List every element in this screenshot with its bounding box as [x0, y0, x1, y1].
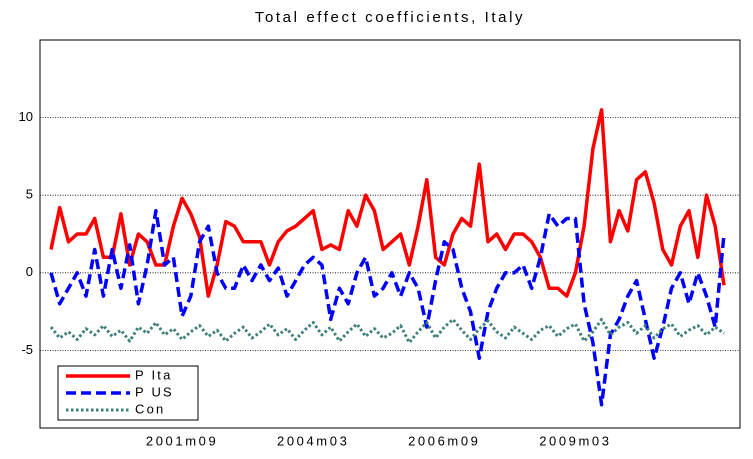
legend-label: Con — [135, 401, 165, 416]
legend-label: P US — [135, 384, 174, 399]
y-tick-label: -5 — [21, 342, 33, 357]
legend: P Ita P US Con — [57, 365, 199, 421]
chart-title: Total effect coefficients, Italy — [255, 9, 525, 26]
series-line — [49, 317, 725, 345]
x-tick-label: 2001m09 — [146, 433, 218, 448]
legend-label: P Ita — [135, 367, 173, 382]
series-line — [49, 108, 726, 298]
y-tick-label: 0 — [26, 264, 33, 279]
x-tick-label: 2004m03 — [277, 433, 349, 448]
x-tick-label: 2006m09 — [408, 433, 480, 448]
y-tick-label: 10 — [19, 109, 33, 124]
x-tick-label: 2009m03 — [539, 433, 611, 448]
y-tick-label: 5 — [26, 187, 33, 202]
plot-frame — [39, 39, 741, 429]
